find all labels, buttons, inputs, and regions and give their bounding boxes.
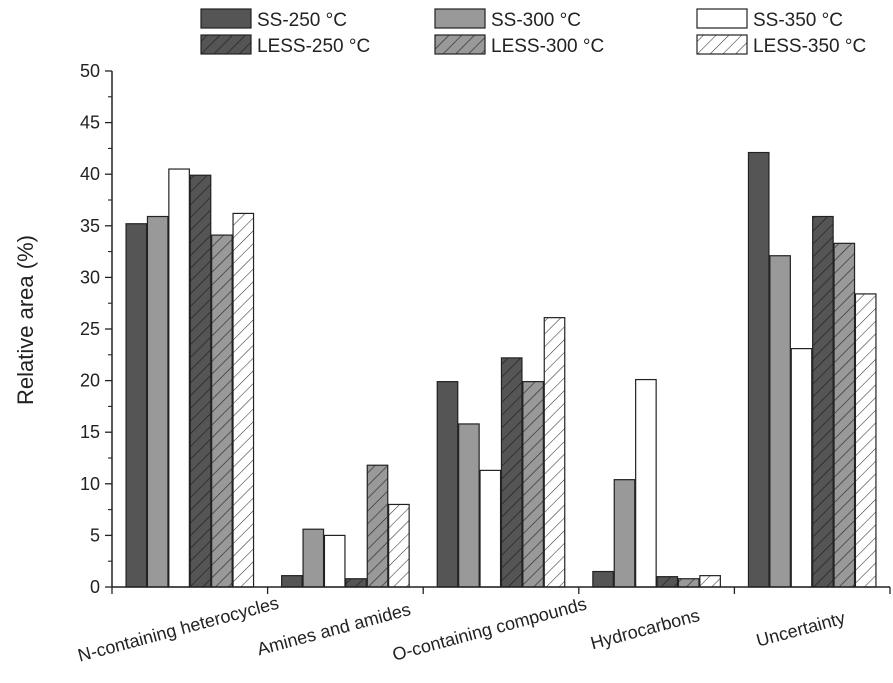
bar-3-0 — [189, 174, 212, 588]
bar-0-4 — [747, 151, 770, 588]
y-tick-label: 50 — [80, 61, 100, 81]
bar-0-0 — [125, 223, 148, 588]
bar-0-3 — [592, 570, 614, 588]
bar-3-4 — [812, 215, 834, 588]
y-tick-label: 25 — [80, 319, 100, 339]
legend-label: SS-300 °C — [491, 10, 581, 31]
bar-0-2 — [436, 381, 459, 588]
legend-swatch — [696, 34, 748, 55]
y-tick-label: 20 — [80, 371, 100, 391]
x-category-label: O-containing compounds — [390, 594, 588, 665]
bar-0-1 — [281, 575, 303, 588]
bar-2-3 — [635, 378, 657, 588]
y-tick-label: 45 — [80, 113, 100, 133]
bar-4-0 — [211, 234, 233, 588]
legend-swatch — [434, 8, 486, 29]
bar-2-4 — [790, 348, 813, 588]
legend: SS-250 °C SS-300 °C SS-350 °C LESS-250 °C LE… — [200, 8, 866, 57]
y-tick-label: 10 — [80, 474, 100, 494]
legend-swatch — [434, 34, 486, 55]
bar-2-1 — [323, 534, 346, 588]
x-category-label: Hydrocarbons — [588, 605, 701, 653]
bars-layer — [125, 151, 877, 588]
legend-swatch — [200, 8, 252, 29]
bar-1-1 — [302, 528, 325, 588]
y-axis-title: Relative area (%) — [13, 235, 38, 405]
legend-swatch — [696, 8, 748, 29]
y-tick-label: 15 — [80, 422, 100, 442]
y-tick-label: 30 — [80, 267, 100, 287]
y-tick-label: 40 — [80, 164, 100, 184]
y-tick-label: 35 — [80, 216, 100, 236]
legend-label: LESS-350 °C — [753, 36, 866, 57]
bar-4-1 — [366, 464, 389, 588]
legend-label: LESS-300 °C — [491, 36, 604, 57]
bar-2-0 — [168, 168, 190, 588]
bar-5-1 — [388, 503, 410, 588]
legend-label: LESS-250 °C — [257, 36, 370, 57]
x-category-label: Uncertainty — [754, 608, 847, 651]
bar-1-2 — [458, 423, 480, 588]
bar-3-3 — [656, 576, 679, 588]
y-tick-label: 0 — [90, 577, 100, 597]
legend-swatch — [200, 34, 252, 55]
bar-4-3 — [677, 578, 700, 588]
legend-label: SS-250 °C — [257, 10, 347, 31]
bar-1-3 — [613, 479, 636, 588]
bar-1-0 — [146, 215, 169, 588]
bar-4-4 — [833, 242, 856, 588]
bar-5-2 — [543, 317, 566, 588]
bar-4-2 — [522, 381, 544, 588]
bar-5-3 — [699, 575, 721, 588]
bar-5-0 — [232, 212, 255, 588]
bar-1-4 — [769, 255, 791, 588]
bar-3-2 — [500, 357, 523, 588]
bar-5-4 — [854, 293, 877, 588]
y-tick-label: 5 — [90, 525, 100, 545]
bar-2-2 — [479, 469, 502, 588]
x-category-label: N-containing heterocycles — [76, 593, 281, 666]
legend-label: SS-350 °C — [753, 10, 843, 31]
bar-3-1 — [345, 578, 367, 588]
